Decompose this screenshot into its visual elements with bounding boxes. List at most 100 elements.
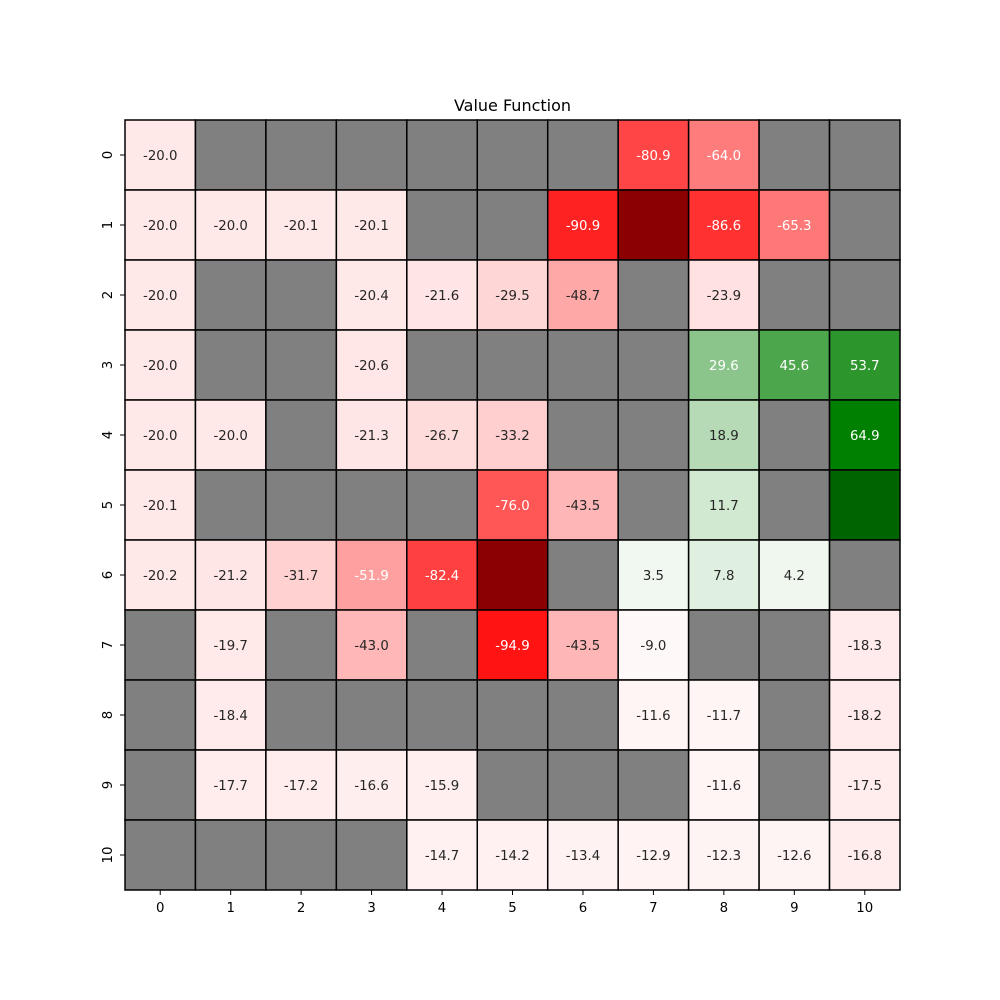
- value-cell: [476, 609, 549, 681]
- wall-cell: [476, 749, 549, 821]
- cell-value-label: -11.6: [707, 779, 741, 794]
- wall-cell: [476, 329, 549, 401]
- cell-value-label: -51.9: [354, 569, 388, 584]
- wall-cell: [828, 539, 901, 611]
- value-cell: [476, 819, 549, 891]
- wall-cell: [406, 469, 479, 541]
- x-tick-label: 4: [438, 901, 446, 916]
- cell-value-label: -14.2: [495, 849, 529, 864]
- cell-value-label: -90.9: [566, 219, 600, 234]
- cell-value-label: 11.7: [709, 499, 739, 514]
- wall-cell: [406, 679, 479, 751]
- value-cell: [476, 259, 549, 331]
- x-tick-label: 5: [508, 901, 516, 916]
- value-cell: [406, 399, 479, 471]
- heatmap-value-labels: -20.0 -80.9 -64.0 -20.0 -20.0 -20.1 -20.1 -90.9…: [143, 149, 882, 864]
- cell-value-label: -18.4: [213, 709, 247, 724]
- value-cell: [687, 749, 760, 821]
- wall-cell: [476, 119, 549, 191]
- cell-value-label: 7.8: [713, 569, 734, 584]
- cell-value-label: -9.0: [640, 639, 666, 654]
- wall-cell: [758, 259, 831, 331]
- pit-cell: [617, 189, 690, 261]
- x-tick-label: 0: [156, 901, 164, 916]
- cell-value-label: 53.7: [850, 359, 880, 374]
- value-cell: [828, 819, 901, 891]
- value-cell: [335, 329, 408, 401]
- y-tick-label: 5: [101, 501, 116, 509]
- value-cell: [687, 399, 760, 471]
- chart-title: Value Function: [454, 96, 571, 115]
- cell-value-label: -18.3: [848, 639, 882, 654]
- value-cell: [546, 189, 619, 261]
- value-cell: [687, 469, 760, 541]
- value-cell: [124, 189, 197, 261]
- wall-cell: [265, 329, 338, 401]
- value-cell: [828, 329, 901, 401]
- value-cell: [828, 399, 901, 471]
- x-tick-label: 9: [790, 901, 798, 916]
- wall-cell: [758, 749, 831, 821]
- value-cell: [617, 539, 690, 611]
- wall-cell: [335, 819, 408, 891]
- cell-value-label: -20.2: [143, 569, 177, 584]
- wall-cell: [617, 469, 690, 541]
- wall-cell: [335, 679, 408, 751]
- value-cell: [406, 259, 479, 331]
- cell-value-label: -20.1: [143, 499, 177, 514]
- cell-value-label: -21.3: [354, 429, 388, 444]
- value-cell: [476, 469, 549, 541]
- cell-value-label: -76.0: [495, 499, 529, 514]
- cell-value-label: -65.3: [777, 219, 811, 234]
- value-cell: [265, 189, 338, 261]
- wall-cell: [758, 119, 831, 191]
- value-cell: [687, 329, 760, 401]
- value-cell: [758, 329, 831, 401]
- wall-cell: [265, 259, 338, 331]
- value-cell: [335, 609, 408, 681]
- value-cell: [406, 819, 479, 891]
- value-cell: [124, 119, 197, 191]
- x-tick-label: 2: [297, 901, 305, 916]
- wall-cell: [546, 399, 619, 471]
- wall-cell: [124, 749, 197, 821]
- wall-cell: [194, 329, 267, 401]
- x-tick-label: 8: [720, 901, 728, 916]
- value-cell: [124, 539, 197, 611]
- wall-cell: [758, 399, 831, 471]
- cell-value-label: -43.0: [354, 639, 388, 654]
- cell-value-label: -15.9: [425, 779, 459, 794]
- cell-value-label: -20.4: [354, 289, 388, 304]
- wall-cell: [194, 119, 267, 191]
- value-cell: [546, 609, 619, 681]
- cell-value-label: 4.2: [784, 569, 805, 584]
- cell-value-label: -20.1: [354, 219, 388, 234]
- wall-cell: [828, 189, 901, 261]
- cell-value-label: -31.7: [284, 569, 318, 584]
- value-cell: [476, 399, 549, 471]
- y-tick-label: 9: [101, 781, 116, 789]
- value-cell: [546, 259, 619, 331]
- cell-value-label: -33.2: [495, 429, 529, 444]
- wall-cell: [828, 119, 901, 191]
- cell-value-label: 29.6: [709, 359, 739, 374]
- wall-cell: [758, 679, 831, 751]
- x-tick-label: 7: [649, 901, 657, 916]
- y-axis: 0 1 2 3 4 5 6 7 8 9 10: [101, 151, 125, 863]
- cell-value-label: -82.4: [425, 569, 459, 584]
- cell-value-label: -21.6: [425, 289, 459, 304]
- heatmap-cells: [124, 119, 901, 891]
- value-cell: [828, 749, 901, 821]
- value-cell: [687, 679, 760, 751]
- cell-value-label: -20.0: [143, 149, 177, 164]
- cell-value-label: -14.7: [425, 849, 459, 864]
- cell-value-label: -13.4: [566, 849, 600, 864]
- cell-value-label: -17.2: [284, 779, 318, 794]
- cell-value-label: -23.9: [707, 289, 741, 304]
- wall-cell: [546, 119, 619, 191]
- cell-value-label: -16.8: [848, 849, 882, 864]
- cell-value-label: -20.0: [213, 219, 247, 234]
- value-cell: [758, 819, 831, 891]
- wall-cell: [265, 119, 338, 191]
